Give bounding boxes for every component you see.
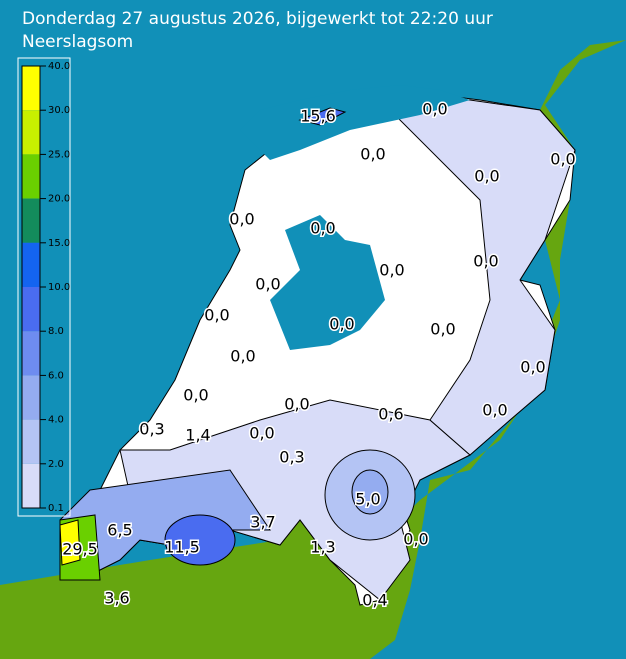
rain-label: 0,0: [422, 100, 447, 119]
rain-label: 11,5: [164, 538, 200, 557]
rain-cell: [59, 519, 81, 566]
rain-label: 0,4: [362, 591, 387, 610]
rain-label: 6,5: [107, 521, 132, 540]
rain-label: 3,7: [250, 513, 275, 532]
rain-label: 0,3: [279, 448, 304, 467]
legend-swatch: [22, 242, 40, 287]
rain-label: 0,0: [430, 320, 455, 339]
rain-label: 0,0: [520, 358, 545, 377]
legend-swatch: [22, 463, 40, 508]
legend-label: 40.0: [48, 61, 70, 72]
rain-label: 0,0: [379, 261, 404, 280]
legend-label: 0.1: [48, 503, 64, 514]
legend-label: 25.0: [48, 149, 70, 160]
legend-label: 2.0: [48, 459, 64, 470]
rain-label: 0,0: [204, 306, 229, 325]
legend-swatch: [22, 331, 40, 376]
legend-box: [17, 57, 71, 517]
legend-label: 30.0: [48, 105, 70, 116]
legend-swatch: [22, 375, 40, 420]
rain-label: 0,0: [249, 424, 274, 443]
legend-label: 6.0: [48, 370, 64, 381]
legend-label: 8.0: [48, 326, 64, 337]
ijsselmeer: [270, 215, 385, 350]
rain-label: 0,0: [329, 315, 354, 334]
island: [298, 107, 347, 126]
rain-label: 29,5: [62, 540, 98, 559]
rain-label: 0,0: [255, 275, 280, 294]
rain-cell: [351, 469, 389, 515]
rain-label: 5,0: [355, 490, 380, 509]
legend-label: 15.0: [48, 238, 70, 249]
rain-label: 0,0: [550, 150, 575, 169]
rain-label: 0,0: [403, 530, 428, 549]
legend-label: 4.0: [48, 415, 64, 426]
rain-label: 3,6: [104, 589, 129, 608]
rain-label: 0,3: [139, 420, 164, 439]
waddenzee: [240, 85, 470, 160]
legend-swatch: [22, 419, 40, 464]
rain-label: 1,4: [185, 426, 210, 445]
rain-label: 1,3: [310, 538, 335, 557]
rain-label: 15,6: [300, 107, 336, 126]
title: Donderdag 27 augustus 2026, bijgewerkt t…: [22, 9, 493, 29]
legend-label: 20.0: [48, 194, 70, 205]
rain-label: 0,0: [473, 252, 498, 271]
rain-label: 0,0: [183, 386, 208, 405]
land-abroad: [0, 40, 626, 659]
rain-zone: [378, 99, 576, 456]
legend-swatch: [22, 66, 40, 111]
legend-swatch: [22, 110, 40, 155]
rain-cell: [164, 514, 236, 566]
rain-label: 0,0: [284, 395, 309, 414]
rain-label: 0,0: [474, 167, 499, 186]
rain-label: 0,0: [229, 210, 254, 229]
rain-label: 0,0: [360, 145, 385, 164]
map-labels: 15,6 0,0 0,0 0,0 0,0 0,0 0,0 0,0 0,0 0,0 0,0 0,0 0,0…: [61, 98, 578, 611]
legend-swatch: [22, 198, 40, 243]
legend-swatch: [22, 287, 40, 332]
rain-label: 0,0: [310, 219, 335, 238]
legend: 40.0 30.0 25.0 20.0 15.0 10.0 8.0 6.0 4.0 2.0 0.1: [17, 57, 71, 517]
rain-label: 0,0: [482, 401, 507, 420]
legend-swatch: [22, 154, 40, 199]
rain-label: 0,0: [230, 347, 255, 366]
rain-label: 0,6: [378, 405, 403, 424]
subtitle: Neerslagsom: [22, 32, 133, 52]
legend-label: 10.0: [48, 282, 70, 293]
